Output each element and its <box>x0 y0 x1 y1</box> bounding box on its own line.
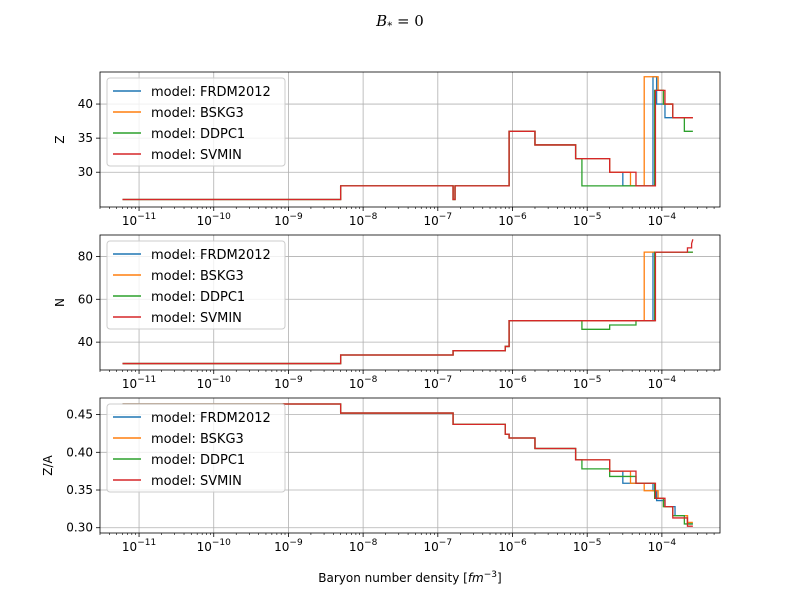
panel-za: 10−11 10−10 10−9 10−8 10−7 10−6 10−5 10−4 0.30 0.… <box>41 397 721 554</box>
series-line-svmin <box>122 239 694 365</box>
legend-box <box>106 77 286 167</box>
x-tick-label: 10−7 <box>424 375 453 391</box>
x-tick-label: 10−11 <box>122 212 156 228</box>
x-tick-label: 10−7 <box>424 538 453 554</box>
x-tick-label: 10−9 <box>274 538 303 554</box>
x-tick-label: 10−5 <box>573 538 602 554</box>
series-line-svmin <box>122 89 693 201</box>
legend-entry: model: DDPC1 <box>151 290 245 305</box>
y-axis-label: N <box>53 298 67 307</box>
legend-entry: model: BSKG3 <box>151 269 244 284</box>
legend-entry: model: SVMIN <box>151 311 242 326</box>
legend: model: FRDM2012 model: BSKG3 model: DDPC1 m… <box>106 77 286 167</box>
y-tick-label: 0.30 <box>66 521 93 535</box>
x-tick-label: 10−4 <box>648 538 677 554</box>
y-axis-label: Z/A <box>41 454 55 475</box>
y-tick-label: 0.40 <box>66 445 93 459</box>
axes-frame <box>99 397 721 534</box>
y-tick-label: 40 <box>78 97 93 111</box>
x-tick-label: 10−8 <box>349 538 378 554</box>
y-tick-label: 60 <box>78 292 93 306</box>
y-tick-label: 30 <box>78 165 93 179</box>
legend: model: FRDM2012 model: BSKG3 model: DDPC1 m… <box>106 403 286 493</box>
x-tick-label: 10−6 <box>498 538 527 554</box>
legend-entry: model: FRDM2012 <box>151 248 271 263</box>
series-group <box>122 403 693 527</box>
legend-entry: model: DDPC1 <box>151 453 245 468</box>
series-group <box>122 76 693 201</box>
x-tick-label: 10−11 <box>122 538 156 554</box>
grid <box>100 398 720 533</box>
x-tick-label: 10−4 <box>648 212 677 228</box>
legend-entry: model: BSKG3 <box>151 106 244 121</box>
x-tick-label: 10−11 <box>122 375 156 391</box>
legend: model: FRDM2012 model: BSKG3 model: DDPC1 m… <box>106 240 286 330</box>
y-tick-label: 0.45 <box>66 408 93 422</box>
legend-entry: model: BSKG3 <box>151 432 244 447</box>
y-axis-label: Z <box>53 135 67 143</box>
x-tick-label: 10−5 <box>573 212 602 228</box>
y-tick-label: 0.35 <box>66 483 93 497</box>
legend-entry: model: SVMIN <box>151 148 242 163</box>
legend-entry: model: FRDM2012 <box>151 85 271 100</box>
x-tick-label: 10−5 <box>573 375 602 391</box>
y-tick-label: 80 <box>78 249 93 263</box>
x-tick-label: 10−9 <box>274 212 303 228</box>
series-group <box>122 239 694 365</box>
axes-frame <box>99 71 721 208</box>
x-axis-label: Baryon number density [fm−3] <box>318 570 501 585</box>
x-tick-label: 10−7 <box>424 212 453 228</box>
x-tick-label: 10−8 <box>349 212 378 228</box>
x-tick-label: 10−6 <box>498 212 527 228</box>
panel-z: 10−11 10−10 10−9 10−8 10−7 10−6 10−5 10−4 30 35 40… <box>53 71 721 228</box>
legend-box <box>106 403 286 493</box>
x-tick-label: 10−4 <box>648 375 677 391</box>
y-tick-label: 35 <box>78 131 93 145</box>
series-line-svmin <box>122 403 693 527</box>
panel-n: 10−11 10−10 10−9 10−8 10−7 10−6 10−5 10−4 40 60 80… <box>53 234 721 391</box>
legend-entry: model: FRDM2012 <box>151 411 271 426</box>
x-tick-label: 10−10 <box>197 538 232 554</box>
x-tick-label: 10−6 <box>498 375 527 391</box>
x-tick-label: 10−8 <box>349 375 378 391</box>
legend-entry: model: SVMIN <box>151 474 242 489</box>
legend-entry: model: DDPC1 <box>151 127 245 142</box>
x-tick-label: 10−10 <box>197 212 232 228</box>
axes-frame <box>99 234 721 371</box>
x-tick-label: 10−9 <box>274 375 303 391</box>
y-tick-label: 40 <box>78 335 93 349</box>
figure-suptitle: B* = 0 <box>375 12 424 32</box>
legend-box <box>106 240 286 330</box>
x-tick-label: 10−10 <box>197 375 232 391</box>
